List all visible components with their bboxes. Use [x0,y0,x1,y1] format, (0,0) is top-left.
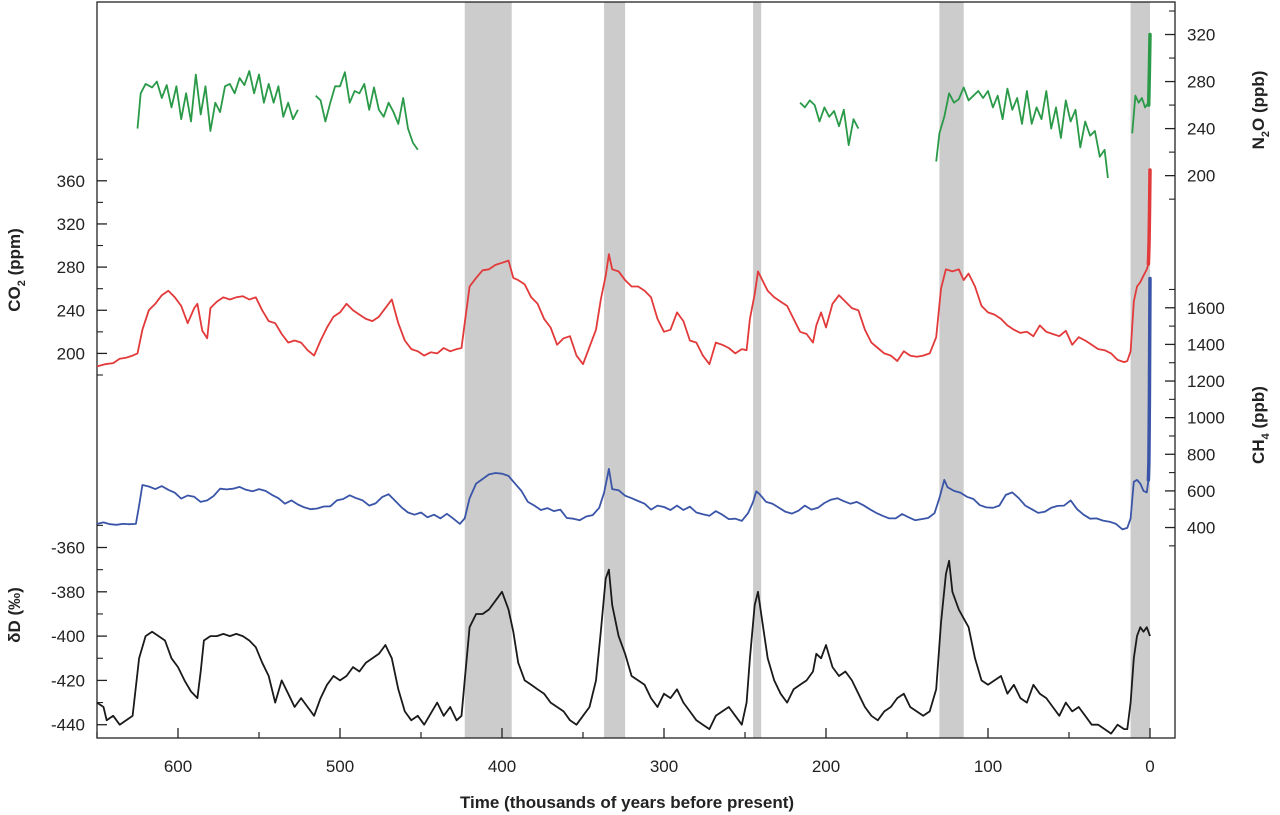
x-axis: 600 500 400 300 200 100 0 [96,728,1155,776]
n2o-axis-title: N2O (ppb) [1249,71,1272,150]
delta-d-tick-label: -360 [51,539,85,558]
ch4-tick-label: 800 [1187,445,1215,464]
interglacial-bands [464,2,1150,738]
n2o-modern-rise [1146,32,1152,107]
delta-d-tick-label: -380 [51,583,85,602]
ch4-tick-label: 1400 [1187,335,1225,354]
ch4-axis-title: CH4 (ppb) [1249,386,1272,464]
n2o-series-line [799,99,860,146]
x-axis-title: Time (thousands of years before present) [460,793,794,812]
delta-d-series-line [96,559,1151,735]
co2-tick-label: 200 [57,344,85,363]
x-tick-label: 0 [1145,757,1154,776]
n2o-series-line [935,86,1109,179]
interglacial-band [604,2,626,738]
delta-d-tick-label: -400 [51,627,85,646]
n2o-axis: 320 280 240 200 [1165,10,1215,200]
n2o-tick-label: 240 [1187,120,1215,139]
delta-d-axis: -360 -380 -400 -420 -440 [51,524,107,735]
co2-axis: 360 320 280 240 200 [57,158,107,376]
x-tick-label: 100 [974,757,1002,776]
n2o-tick-label: 280 [1187,73,1215,92]
interglacial-band [939,2,964,738]
n2o-tick-label: 200 [1187,167,1215,186]
x-tick-label: 500 [326,757,354,776]
delta-d-tick-label: -440 [51,716,85,735]
co2-tick-label: 280 [57,258,85,277]
ch4-tick-label: 1600 [1187,299,1225,318]
interglacial-band [753,2,762,738]
interglacial-band [1130,2,1150,738]
ch4-tick-label: 600 [1187,482,1215,501]
x-tick-label: 300 [650,757,678,776]
ch4-modern-rise [1146,276,1152,482]
co2-modern-rise [1146,168,1152,266]
x-tick-label: 200 [812,757,840,776]
ch4-axis: 1600 1400 1200 1000 800 600 400 [1165,288,1225,547]
co2-tick-label: 240 [57,301,85,320]
co2-tick-label: 320 [57,215,85,234]
x-tick-label: 600 [164,757,192,776]
n2o-series-line [136,70,299,132]
co2-series-line [96,253,1150,368]
n2o-series-line [315,71,419,151]
plot-frame [96,1,1176,739]
ch4-tick-label: 400 [1187,519,1215,538]
delta-d-axis-title: δD (‰) [5,587,24,643]
interglacial-band [464,2,512,738]
n2o-tick-label: 320 [1187,26,1215,45]
co2-tick-label: 360 [57,172,85,191]
ch4-tick-label: 1200 [1187,372,1225,391]
ch4-tick-label: 1000 [1187,409,1225,428]
co2-axis-title: CO2 (ppm) [5,228,28,312]
ch4-series-line [96,468,1150,531]
delta-d-tick-label: -420 [51,671,85,690]
n2o-series-line [1131,94,1150,134]
series-layer [96,32,1152,735]
x-tick-label: 400 [488,757,516,776]
